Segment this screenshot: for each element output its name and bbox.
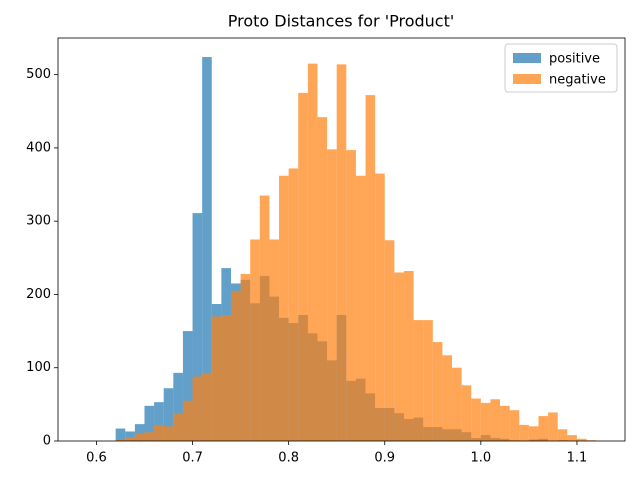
x-tick-label: 0.6 (86, 451, 107, 466)
bar (567, 435, 577, 441)
bar (413, 320, 424, 441)
bar (480, 402, 491, 441)
plot-frame (57, 37, 626, 442)
bar (230, 290, 241, 441)
bar (307, 63, 318, 442)
bar (173, 413, 183, 441)
bar (202, 372, 212, 441)
bar (182, 331, 193, 441)
bar (375, 173, 385, 441)
bar (394, 272, 404, 441)
y-tick-label: 0 (43, 434, 51, 449)
bar (548, 412, 558, 441)
bar (202, 57, 212, 442)
bar (144, 405, 155, 441)
x-tick-label: 0.9 (374, 451, 395, 466)
bar (298, 92, 308, 442)
bar (240, 273, 251, 441)
bar (452, 367, 462, 441)
bar (500, 405, 510, 441)
bar (259, 195, 270, 441)
bar (182, 400, 193, 441)
y-tick-label: 400 (26, 140, 51, 155)
chart-title: Proto Distances for 'Product' (228, 12, 455, 31)
legend-label: positive (549, 52, 600, 67)
bar (490, 399, 501, 441)
bar (279, 175, 289, 441)
legend-swatch (513, 74, 541, 84)
bar (134, 424, 145, 441)
bar (173, 372, 183, 441)
bar (163, 388, 174, 441)
bar (154, 402, 164, 441)
bar (365, 95, 376, 442)
bar (163, 426, 174, 441)
bar (192, 376, 203, 441)
bar (355, 175, 366, 441)
bar (538, 416, 549, 441)
bar (461, 385, 472, 441)
bar (432, 342, 443, 441)
bar (471, 398, 481, 441)
bar (346, 150, 356, 441)
bar (528, 426, 539, 441)
bar (423, 320, 433, 441)
bar (125, 431, 135, 441)
bar (576, 438, 587, 441)
x-tick-label: 0.7 (182, 451, 203, 466)
x-tick-label: 1.0 (471, 451, 492, 466)
x-tick-label: 1.1 (567, 451, 588, 466)
bar (192, 213, 203, 441)
bar (336, 64, 347, 442)
y-tick-label: 100 (26, 360, 51, 375)
bar (442, 355, 453, 441)
bar (115, 428, 126, 441)
bar (125, 437, 135, 441)
x-tick-label: 0.8 (278, 451, 299, 466)
bar (269, 239, 280, 441)
bar (384, 240, 395, 441)
bar (288, 168, 299, 441)
bar (557, 429, 568, 441)
bar (221, 314, 231, 441)
bar (211, 316, 222, 441)
y-tick-label: 500 (26, 67, 51, 82)
bar (154, 424, 164, 441)
y-tick-label: 300 (26, 214, 51, 229)
bar (115, 439, 126, 441)
y-tick-label: 200 (26, 287, 51, 302)
bar (327, 149, 337, 441)
legend-label: negative (549, 73, 606, 88)
legend-swatch (513, 53, 541, 63)
bar (317, 117, 328, 441)
bar (403, 271, 414, 441)
bar (509, 410, 520, 441)
bar (144, 432, 155, 441)
bar (134, 433, 145, 441)
bar (250, 239, 260, 441)
bar (519, 424, 529, 441)
